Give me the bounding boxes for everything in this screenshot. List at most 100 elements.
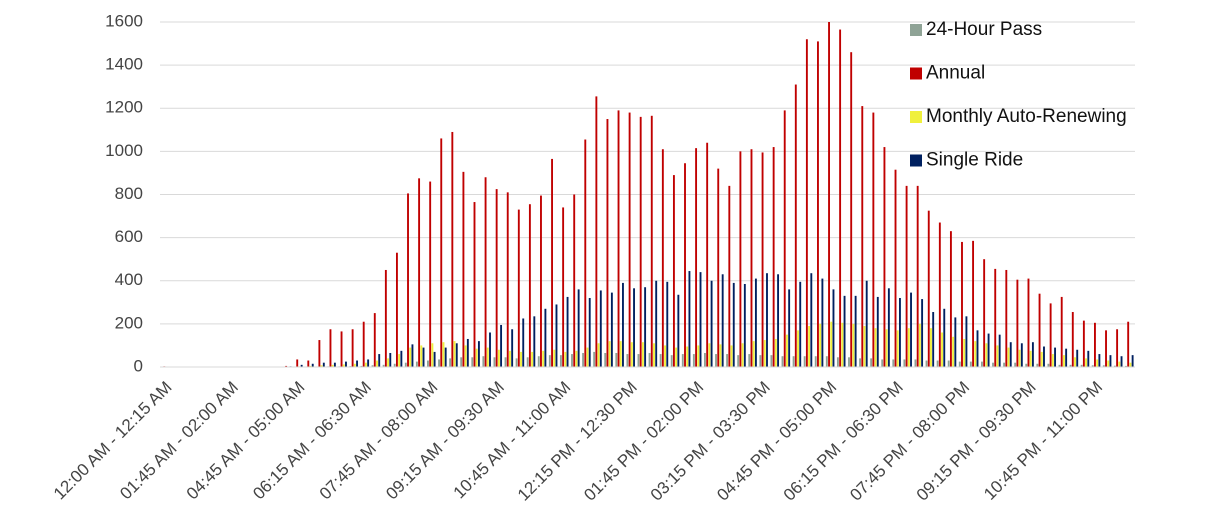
legend-swatch [910,154,922,167]
bar [859,358,862,367]
bar [1020,343,1023,367]
bar [573,194,576,367]
bar [1062,355,1065,367]
bar [974,341,977,367]
y-tick-label: 800 [115,184,143,203]
x-tick-label: 09:15 PM - 09:30 PM [913,378,1040,505]
bar [918,323,921,367]
bar [739,151,742,367]
bar [376,360,378,367]
bar [843,295,846,367]
x-tick-label: 10:45 PM - 11:00 PM [980,378,1106,504]
bar [606,119,609,367]
bar [737,355,740,367]
bar [285,365,288,367]
bar [972,240,975,367]
bar [1102,365,1105,367]
y-tick-label: 0 [134,356,143,375]
bar [719,344,722,367]
y-tick-label: 1400 [105,55,143,74]
bar [562,207,565,367]
bar [825,356,828,367]
bar [1116,329,1119,367]
bar [486,347,489,367]
bar [633,288,635,367]
bar [670,355,673,367]
bar [466,338,469,367]
bar [1038,293,1041,367]
bar [489,332,491,367]
bar [322,362,325,367]
bar [754,278,757,367]
bar [1109,355,1112,367]
bar [1074,357,1076,367]
x-tick-label: 06:15 AM - 06:30 AM [249,378,375,504]
bar [715,354,717,367]
bar [517,209,520,367]
bar [320,365,323,367]
bar [743,283,746,367]
x-tick-label: 01:45 AM - 02:00 AM [116,378,242,504]
bar [675,347,678,367]
bar [903,359,906,367]
bar [497,349,500,367]
bar [615,352,618,367]
y-tick-label: 1200 [105,98,143,117]
legend-swatch [910,67,922,80]
bar [404,362,407,367]
bar [296,359,299,367]
x-tick-label: 01:45 PM - 02:00 PM [580,378,707,505]
bar [593,351,596,367]
bar [976,330,979,367]
bar [1085,358,1088,367]
bar [395,252,398,367]
bar [473,202,476,367]
bar [996,345,999,367]
bar [1091,365,1094,367]
x-tick-label: 09:15 AM - 09:30 AM [382,378,508,504]
y-tick-label: 400 [115,270,143,289]
bar [839,29,842,367]
bar [617,110,620,367]
bar [761,152,764,367]
bar [887,288,890,367]
bar [515,358,518,367]
bar [384,269,387,367]
bar [1094,322,1096,367]
x-tick-label: 03:15 PM - 03:30 PM [647,378,774,505]
bar [460,357,463,367]
bar [575,350,578,367]
bar [1107,360,1110,367]
bar [783,110,786,367]
bar [706,142,709,367]
bar [883,147,886,367]
bar [393,363,396,367]
bar [870,358,873,367]
bar [799,281,802,367]
bar [411,344,414,367]
bar [695,148,698,367]
bar [650,115,653,367]
bar [309,365,312,367]
bar [455,343,458,367]
bar [409,347,412,367]
bar [506,192,509,367]
bar [511,329,514,367]
bar [805,39,808,367]
bar [588,298,591,367]
bar [387,358,390,367]
bar [1036,363,1039,367]
bar [619,341,622,367]
bar [630,342,633,367]
legend-label: Single Ride [926,150,1023,171]
bar [540,195,542,367]
bar [672,175,675,367]
bar [622,282,624,367]
bar [1080,364,1083,367]
bar [528,204,531,367]
bar [1031,342,1034,367]
bar [356,360,358,367]
bar [451,131,454,367]
bar [907,328,910,367]
